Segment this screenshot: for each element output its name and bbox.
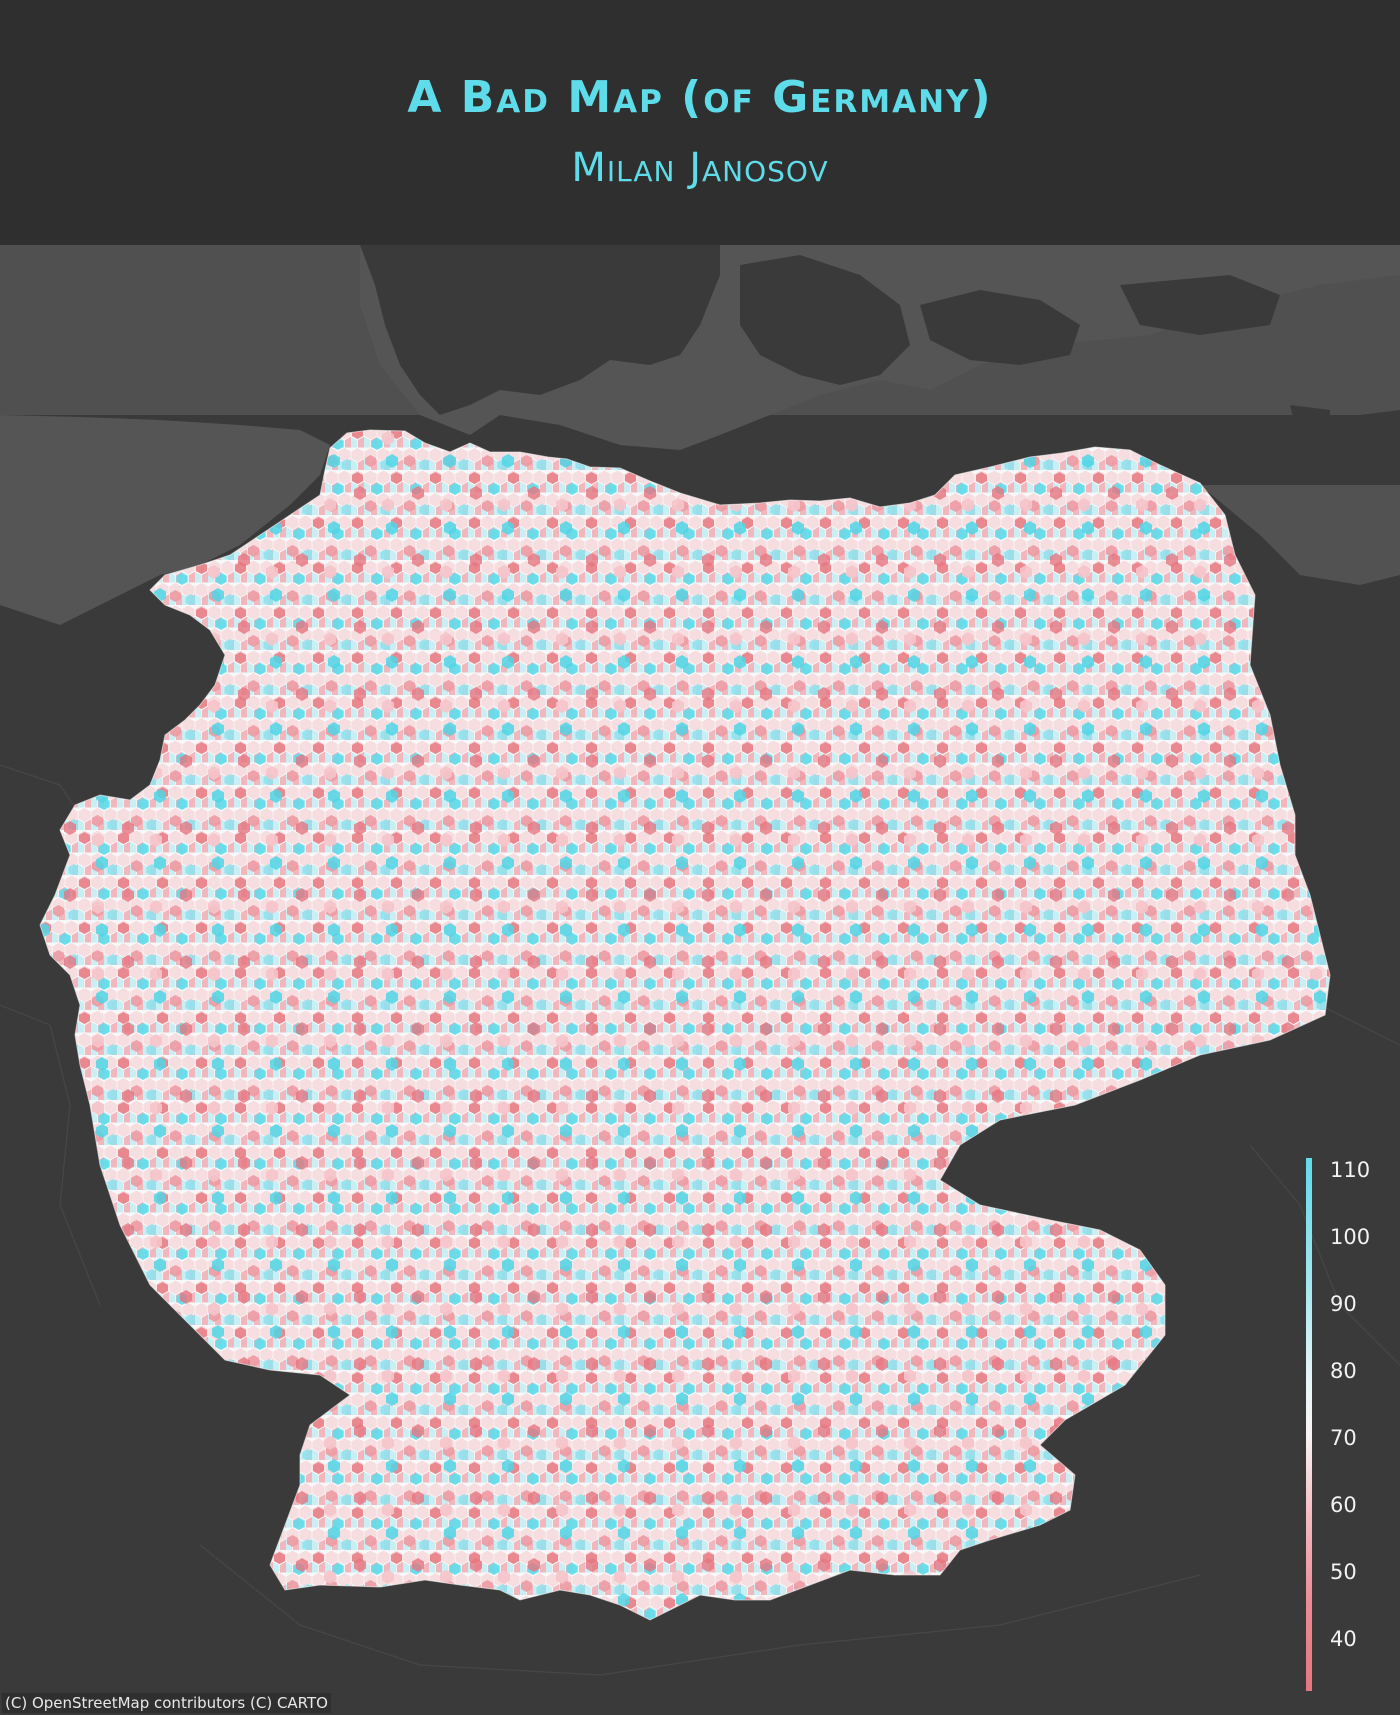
colorbar-tick: 110 bbox=[1330, 1158, 1371, 1182]
hexbin-layer[interactable] bbox=[0, 395, 1400, 1645]
map-title: A Bad Map (of Germany) bbox=[407, 72, 993, 123]
map-subtitle: Milan Janosov bbox=[571, 145, 829, 191]
basemap-land bbox=[360, 245, 1400, 455]
colorbar-tick: 90 bbox=[1330, 1292, 1357, 1316]
colorbar-tick: 60 bbox=[1330, 1493, 1357, 1517]
colorbar-tick: 40 bbox=[1330, 1627, 1357, 1651]
colorbar-tick: 70 bbox=[1330, 1426, 1357, 1450]
colorbar-tick: 50 bbox=[1330, 1560, 1357, 1584]
colorbar-tick: 100 bbox=[1330, 1225, 1371, 1249]
colorbar-tick: 80 bbox=[1330, 1359, 1357, 1383]
basemap-and-hexbins bbox=[0, 245, 1400, 1676]
germany-outline bbox=[39, 429, 1331, 1621]
map-attribution[interactable]: (C) OpenStreetMap contributors (C) CARTO bbox=[2, 1693, 331, 1713]
map-canvas[interactable] bbox=[0, 245, 1400, 1715]
header: A Bad Map (of Germany) Milan Janosov bbox=[0, 0, 1400, 245]
colorbar bbox=[1306, 1158, 1312, 1691]
